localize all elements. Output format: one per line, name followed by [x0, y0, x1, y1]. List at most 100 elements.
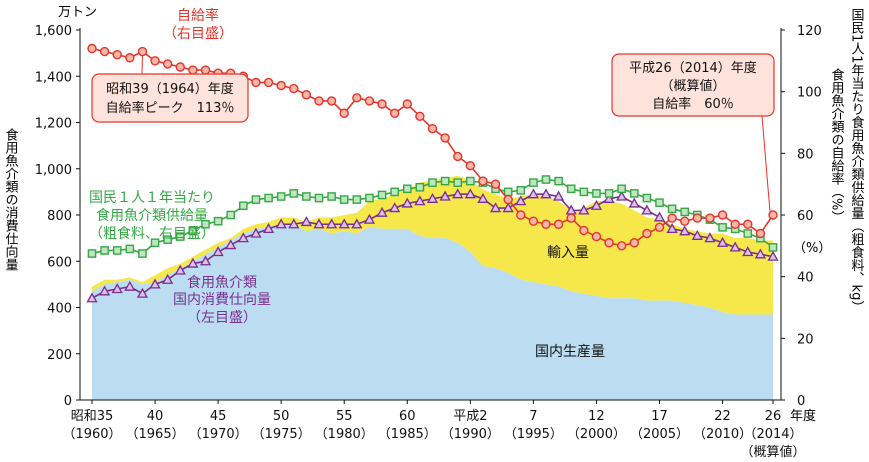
- per-capita-point: [365, 193, 374, 203]
- x-tick-western: （1980）: [315, 427, 374, 442]
- consumption-point: [729, 241, 741, 252]
- right-tick-label: 40: [797, 271, 814, 286]
- 2014-annotation-line2: （概算値）: [660, 78, 725, 94]
- right-axis-title-2: 食用魚介類の自給率（%）: [829, 67, 845, 223]
- self-sufficiency-point: [553, 219, 564, 229]
- self-sufficiency-point: [162, 59, 173, 69]
- per-capita-point: [440, 176, 450, 186]
- left-tick-label: 1,000: [35, 163, 72, 178]
- x-tick-era: 22: [714, 409, 731, 424]
- per-capita-point: [566, 184, 576, 194]
- self-sufficiency-point: [263, 77, 274, 88]
- self-sufficiency-point: [289, 83, 299, 94]
- x-tick-western: （1975）: [252, 427, 311, 442]
- latest-leader: [761, 115, 771, 213]
- self-sufficiency-point: [339, 108, 349, 118]
- consumption-point: [527, 188, 540, 199]
- per-capita-point: [592, 189, 601, 198]
- consumption-point: [225, 239, 237, 250]
- per-capita-point: [655, 198, 664, 207]
- consumption-point: [86, 292, 98, 303]
- self-sufficiency-point: [301, 90, 312, 100]
- self-sufficiency-point: [352, 93, 362, 103]
- consumption-point: [641, 204, 653, 215]
- consumption-label-3: （左目盛）: [187, 310, 257, 326]
- consumption-point: [452, 188, 464, 199]
- self-sufficiency-point: [528, 216, 539, 226]
- imports-label: 輸入量: [547, 245, 589, 261]
- self-sufficiency-point: [478, 176, 488, 186]
- self-sufficiency-point: [125, 53, 135, 63]
- self-sufficiency-point: [768, 210, 778, 220]
- per-capita-point: [87, 249, 97, 258]
- self-sufficiency-point: [616, 241, 627, 251]
- self-sufficiency-point: [427, 123, 438, 134]
- x-tick-era: 17: [651, 409, 668, 424]
- per-capita-point: [503, 187, 513, 197]
- self-sufficiency-point: [453, 151, 463, 162]
- per-capita-point: [138, 249, 147, 258]
- per-capita-point: [163, 235, 172, 244]
- consumption-point: [111, 283, 123, 294]
- self-sufficiency-point: [743, 219, 753, 229]
- consumption-point: [174, 264, 186, 275]
- self-sufficiency-point: [642, 228, 652, 239]
- x-tick-western: （1970）: [189, 427, 248, 442]
- self-sufficiency-point: [654, 222, 665, 233]
- left-tick-label: 600: [47, 255, 72, 270]
- x-tick-western: （1965）: [126, 427, 185, 442]
- x-tick-era: 40: [147, 409, 164, 424]
- consumption-point: [351, 218, 363, 229]
- self-sufficiency-point: [150, 56, 160, 66]
- self-sufficiency-point: [604, 238, 614, 248]
- self-sufficiency-point: [415, 111, 425, 122]
- per-capita-point: [453, 178, 463, 187]
- consumption-point: [275, 218, 287, 229]
- domestic-area: [92, 224, 773, 400]
- consumption-point: [540, 188, 552, 199]
- consumption-point: [603, 192, 615, 203]
- consumption-point: [237, 232, 249, 243]
- per-capita-point: [529, 178, 538, 187]
- self-sufficiency-point: [566, 213, 576, 223]
- consumption-point: [704, 232, 716, 243]
- consumption-point: [212, 246, 224, 257]
- x-tick-era: 12: [588, 409, 605, 424]
- self-sufficiency-point: [629, 238, 639, 248]
- imports-area: [92, 175, 773, 315]
- self-sufficiency-point: [579, 225, 589, 236]
- per-capita-label-1: 国民１人１年当たり: [89, 190, 215, 206]
- consumption-point: [767, 250, 779, 261]
- self-sufficiency-point: [516, 210, 526, 220]
- x-tick-western: （1995）: [504, 427, 563, 442]
- per-capita-point: [390, 187, 399, 197]
- x-tick-western: （2010）: [693, 427, 752, 442]
- left-unit: 万トン: [58, 5, 97, 20]
- per-capita-point: [302, 192, 311, 201]
- consumption-point: [136, 287, 149, 298]
- consumption-point: [250, 227, 262, 238]
- x-tick-era: 平成2: [453, 409, 487, 424]
- consumption-point: [653, 211, 666, 222]
- per-capita-point: [175, 232, 185, 241]
- self-sufficiency-label: 自給率: [177, 7, 219, 24]
- axes: [76, 28, 785, 404]
- left-axis-title: 食用魚介類の消費仕向量: [3, 127, 19, 271]
- consumption-point: [313, 218, 325, 229]
- x-tick-western: （1960）: [62, 427, 121, 442]
- 2014-annotation-line1: 平成26（2014）年度: [629, 60, 757, 76]
- tick-labels: 0 200 400 600 800 1,000 1,200 1,400 1,600 0 20 40 60…: [35, 24, 822, 460]
- self-sufficiency-point: [465, 160, 476, 171]
- per-capita-point: [743, 229, 753, 238]
- self-sufficiency-point: [755, 228, 766, 239]
- consumption-label-2: 国内消費仕向量: [173, 292, 271, 308]
- consumption-point: [98, 285, 111, 296]
- per-capita-point: [617, 184, 626, 194]
- per-capita-point: [339, 195, 349, 204]
- self-sufficiency-point: [99, 46, 110, 57]
- per-capita-point: [680, 207, 690, 217]
- x-tick-era: 55: [336, 409, 353, 424]
- consumption-point: [716, 236, 729, 247]
- consumption-point: [199, 255, 212, 266]
